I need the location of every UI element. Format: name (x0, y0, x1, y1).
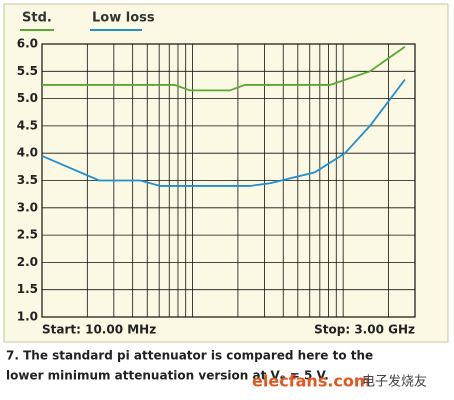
y-tick-label: 5.5 (17, 64, 38, 78)
plot-frame (41, 43, 416, 318)
caption: 7. The standard pi attenuator is compare… (6, 349, 373, 363)
y-tick-label: 4.0 (17, 146, 38, 160)
legend-label: Low loss (92, 11, 155, 26)
stop-label: Stop: 3.00 GHz (314, 323, 415, 337)
watermark: elecfans.com (252, 372, 371, 391)
y-tick-label: 2.0 (17, 255, 38, 269)
y-tick-label: 4.5 (17, 118, 38, 132)
series-line (41, 78, 406, 187)
y-tick-label: 6.0 (17, 37, 38, 51)
y-tick-label: 1.0 (17, 310, 38, 324)
y-tick-label: 3.0 (17, 200, 38, 214)
y-tick-label: 1.5 (17, 282, 38, 296)
start-label: Start: 10.00 MHz (42, 323, 156, 337)
series-line (42, 45, 406, 92)
y-tick-label: 5.0 (17, 91, 38, 105)
panel (3, 3, 449, 343)
y-tick-label: 2.5 (17, 228, 38, 242)
watermark: 电子发烧友 (362, 374, 427, 390)
y-tick-label: 3.5 (17, 173, 38, 187)
caption: lower minimum attenuation version at Vₑ … (6, 369, 329, 383)
legend-label: Std. (22, 11, 52, 26)
